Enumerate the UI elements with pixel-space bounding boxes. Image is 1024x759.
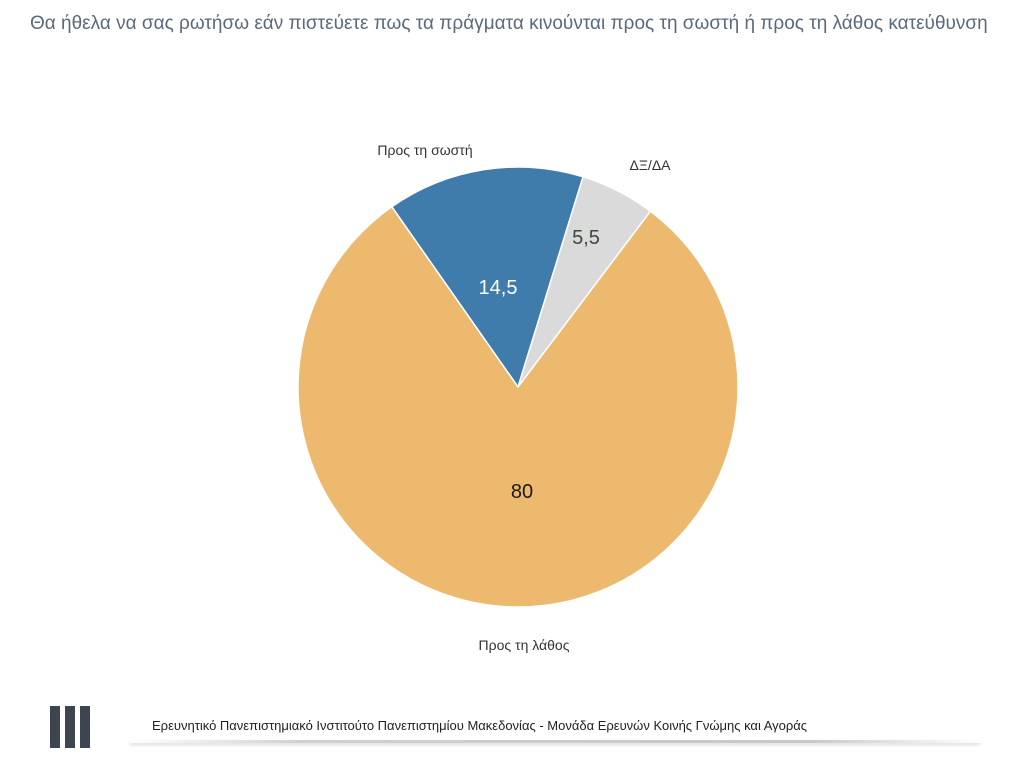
pie-chart: 14,5 5,5 80 Προς τη σωστή ΔΞ/ΔΑ Προς τη λάθος: [297, 142, 739, 653]
value-label-1: 14,5: [479, 277, 518, 299]
logo-bar-2: [65, 706, 75, 748]
value-label-3: 80: [511, 481, 533, 503]
logo-bar-1: [50, 706, 60, 748]
logo-bar-3: [80, 706, 90, 748]
pie-slice-3: [297, 205, 739, 608]
chart-title: Θα ήθελα να σας ρωτήσω εάν πιστεύετε πως…: [30, 13, 988, 34]
value-label-2: 5,5: [572, 227, 600, 249]
footer-text: Ερευνητικό Πανεπιστημιακό Ινστιτούτο Παν…: [152, 718, 808, 733]
pie-slice-1: [390, 166, 584, 389]
footer-divider: [130, 740, 980, 743]
category-label-3: Προς τη λάθος: [479, 637, 570, 653]
category-label-1: Προς τη σωστή: [377, 142, 472, 158]
institute-logo: [50, 706, 92, 752]
category-label-2: ΔΞ/ΔΑ: [629, 157, 671, 173]
